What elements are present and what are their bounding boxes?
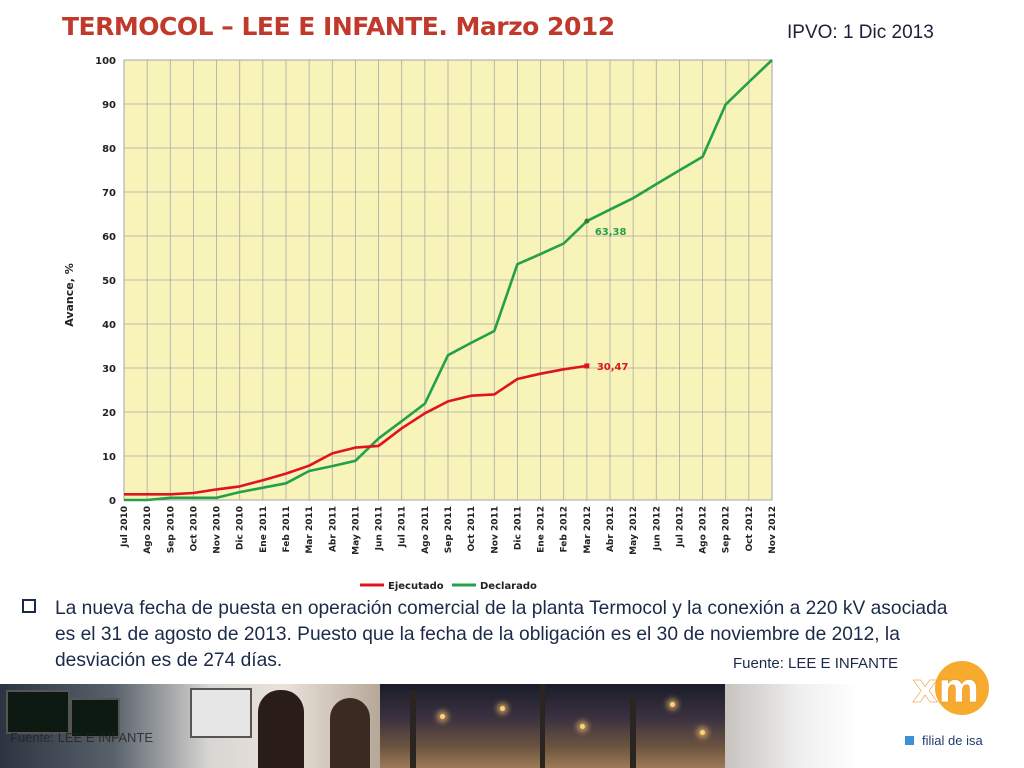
x-tick-label: May 2011 bbox=[351, 506, 361, 555]
x-tick-label: Sep 2012 bbox=[722, 506, 732, 553]
brand-tagline: filial de isa bbox=[905, 733, 983, 748]
crane-image bbox=[630, 694, 636, 768]
x-tick-label: Nov 2010 bbox=[213, 506, 223, 554]
x-axis-ticks: Jul 2010 Ago 2010 Sep 2010 Oct 2010 Nov 2010… bbox=[120, 506, 778, 555]
x-tick-label: Ene 2011 bbox=[259, 506, 269, 553]
x-tick-label: Jun 2012 bbox=[652, 506, 662, 551]
chart-series bbox=[124, 59, 773, 502]
legend-label-ejecutado: Ejecutado bbox=[388, 581, 444, 592]
chart-legend: Ejecutado Declarado bbox=[360, 581, 537, 592]
brand-text: filial de isa bbox=[922, 733, 983, 748]
monitor-image bbox=[70, 698, 120, 738]
person-silhouette bbox=[330, 698, 370, 768]
xm-logo: xm bbox=[912, 661, 989, 715]
x-tick-label: Abr 2011 bbox=[328, 506, 338, 552]
series-line-ejecutado bbox=[124, 364, 588, 496]
checkbox-bullet-icon bbox=[22, 599, 36, 613]
x-tick-label: Oct 2011 bbox=[467, 506, 477, 551]
x-tick-label: Ene 2012 bbox=[537, 506, 547, 553]
x-tick-label: Dic 2010 bbox=[236, 506, 246, 550]
x-tick-label: Ago 2010 bbox=[143, 506, 153, 554]
x-tick-label: Dic 2011 bbox=[513, 506, 523, 550]
y-tick-label: 10 bbox=[102, 452, 116, 463]
logo-circle-icon bbox=[935, 661, 989, 715]
source-label: Fuente: LEE E INFANTE bbox=[733, 655, 899, 672]
x-tick-label: Nov 2012 bbox=[768, 506, 778, 554]
y-tick-label: 90 bbox=[102, 100, 116, 111]
x-tick-label: Ago 2012 bbox=[699, 506, 709, 554]
light-image bbox=[670, 702, 675, 707]
ipvo-date: IPVO: 1 Dic 2013 bbox=[787, 22, 934, 43]
y-tick-label: 70 bbox=[102, 188, 116, 199]
person-silhouette bbox=[258, 690, 304, 768]
y-tick-label: 40 bbox=[102, 320, 116, 331]
x-tick-label: Sep 2011 bbox=[444, 506, 454, 553]
chart-gridlines bbox=[123, 59, 773, 501]
chart-data-labels: 30,47 63,38 bbox=[584, 218, 629, 373]
port-photo bbox=[380, 684, 725, 768]
x-tick-label: Jul 2010 bbox=[120, 506, 130, 548]
ejecutado-value-label: 30,47 bbox=[597, 362, 629, 373]
light-image bbox=[440, 714, 445, 719]
progress-line-chart: 0 10 20 30 40 50 60 70 80 90 100 Jul 2010 Ago 2010 S… bbox=[63, 56, 778, 592]
light-image bbox=[700, 730, 705, 735]
x-tick-label: Sep 2010 bbox=[166, 506, 176, 553]
y-tick-label: 80 bbox=[102, 144, 116, 155]
monitor-image bbox=[190, 688, 252, 738]
x-tick-label: Jun 2011 bbox=[375, 506, 385, 551]
x-tick-label: Nov 2011 bbox=[490, 506, 500, 554]
x-tick-label: Abr 2012 bbox=[606, 506, 616, 552]
y-tick-label: 60 bbox=[102, 232, 116, 243]
slide-title: TERMOCOL – LEE E INFANTE. Marzo 2012 bbox=[62, 12, 615, 41]
brand-square-icon bbox=[905, 736, 914, 745]
declarado-value-label: 63,38 bbox=[595, 227, 627, 238]
footer-photo-strip: Fuente: LEE E INFANTE bbox=[0, 684, 1024, 768]
declarado-point-marker bbox=[584, 218, 590, 224]
crane-image bbox=[410, 690, 416, 768]
x-tick-label: Oct 2012 bbox=[745, 506, 755, 551]
x-tick-label: Oct 2010 bbox=[189, 506, 199, 551]
y-axis-ticks: 0 10 20 30 40 50 60 70 80 90 100 bbox=[95, 56, 116, 507]
x-tick-label: Jul 2012 bbox=[675, 506, 685, 548]
x-tick-label: Feb 2012 bbox=[560, 506, 570, 553]
x-tick-label: Ago 2011 bbox=[421, 506, 431, 554]
x-tick-label: Mar 2012 bbox=[583, 506, 593, 554]
monitor-image bbox=[6, 690, 70, 734]
light-image bbox=[580, 724, 585, 729]
y-tick-label: 30 bbox=[102, 364, 116, 375]
note-text: La nueva fecha de puesta en operación co… bbox=[55, 598, 948, 671]
x-tick-label: May 2012 bbox=[629, 506, 639, 555]
legend-label-declarado: Declarado bbox=[480, 581, 537, 592]
y-tick-label: 20 bbox=[102, 408, 116, 419]
series-line-declarado bbox=[124, 59, 773, 502]
logo-text: xm bbox=[912, 666, 979, 712]
note-paragraph: La nueva fecha de puesta en operación co… bbox=[22, 596, 967, 674]
y-tick-label: 100 bbox=[95, 56, 116, 67]
x-tick-label: Jul 2011 bbox=[398, 506, 408, 548]
light-image bbox=[500, 706, 505, 711]
photo-caption: Fuente: LEE E INFANTE bbox=[10, 730, 154, 745]
control-room-photo bbox=[0, 684, 380, 768]
ejecutado-end-marker bbox=[584, 363, 590, 369]
x-tick-label: Mar 2011 bbox=[305, 506, 315, 554]
x-tick-label: Feb 2011 bbox=[282, 506, 292, 553]
y-tick-label: 0 bbox=[109, 496, 116, 507]
y-axis-label: Avance, % bbox=[63, 263, 76, 327]
crane-image bbox=[540, 684, 545, 768]
y-tick-label: 50 bbox=[102, 276, 116, 287]
